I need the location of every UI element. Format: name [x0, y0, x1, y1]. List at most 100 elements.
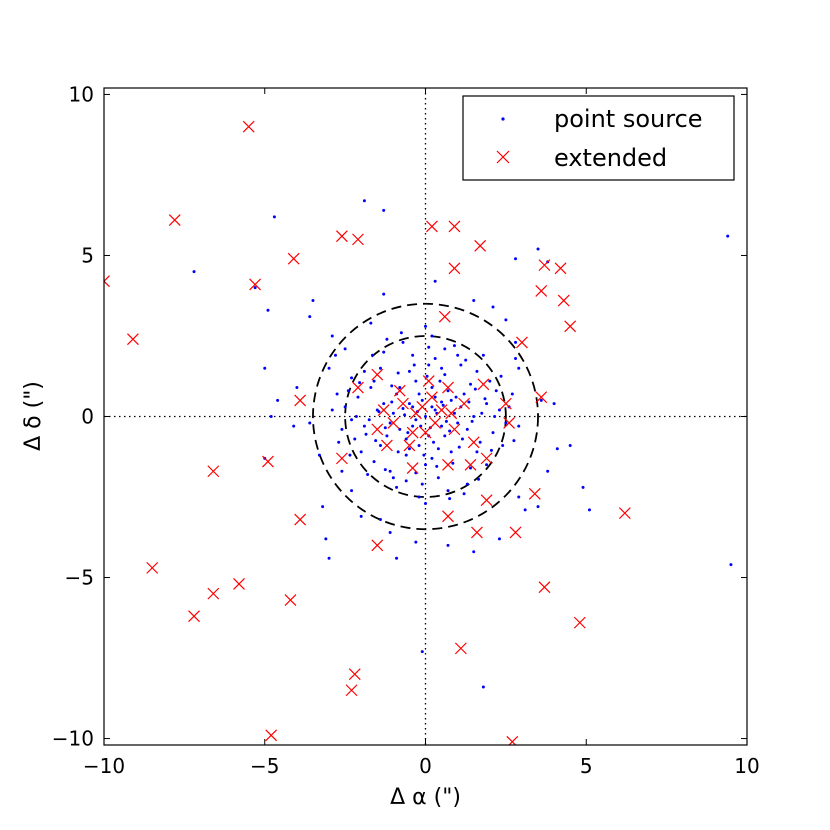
point-source-marker — [390, 400, 394, 404]
point-source-marker — [470, 419, 474, 423]
point-source-marker — [473, 387, 477, 391]
point-source-marker — [555, 447, 559, 451]
radius-circle-1 — [312, 302, 539, 531]
extended-marker — [442, 510, 454, 523]
point-source-marker — [192, 270, 196, 274]
point-source-marker — [491, 431, 495, 435]
point-source-marker — [424, 324, 427, 328]
extended-marker — [557, 294, 570, 307]
point-source-marker — [414, 379, 418, 383]
extended-marker — [387, 417, 400, 429]
point-source-marker — [433, 279, 437, 283]
point-source-marker — [454, 395, 458, 399]
point-source-marker — [337, 440, 341, 444]
point-source-marker — [378, 366, 382, 370]
point-source-marker — [346, 389, 350, 393]
point-source-marker — [497, 537, 501, 541]
extended-marker — [499, 397, 512, 410]
extended-marker — [445, 407, 458, 420]
point-source-marker — [425, 374, 429, 378]
point-source-marker — [481, 353, 485, 357]
point-source-marker — [430, 456, 434, 460]
extended-series — [104, 120, 631, 757]
point-source-marker — [523, 508, 527, 512]
point-source-marker — [456, 421, 460, 425]
point-source-marker — [422, 453, 426, 457]
extended-marker — [352, 746, 363, 757]
point-source-marker — [407, 447, 411, 451]
extended-marker — [348, 668, 361, 681]
x-axis-ticks: −10 −5 0 5 10 — [83, 88, 760, 778]
point-source-marker — [435, 464, 439, 468]
y-axis-label: Δ δ (") — [21, 381, 46, 451]
legend-label-extended: extended — [554, 144, 667, 172]
point-source-marker — [335, 392, 339, 396]
point-source-marker — [317, 453, 321, 457]
point-source-marker — [327, 556, 331, 560]
point-source-marker — [427, 363, 431, 367]
point-source-marker — [587, 508, 591, 512]
point-source-marker — [459, 363, 463, 367]
point-source-marker — [385, 434, 389, 438]
extended-marker — [406, 462, 419, 474]
point-source-marker — [370, 353, 374, 357]
point-source-marker — [343, 405, 347, 409]
x-tick-label: −10 — [83, 754, 125, 778]
point-source-marker — [443, 347, 447, 351]
extended-marker — [371, 539, 384, 552]
point-source-marker — [568, 443, 572, 447]
point-source-marker — [504, 421, 508, 425]
extended-marker — [416, 400, 429, 413]
point-source-marker — [581, 485, 585, 489]
point-source-marker — [417, 443, 421, 447]
point-source-series — [192, 199, 733, 689]
extended-marker — [618, 507, 631, 520]
point-source-marker — [478, 440, 482, 444]
point-source-marker — [356, 395, 360, 399]
extended-marker — [287, 252, 300, 265]
x-axis-label: Δ α (") — [390, 785, 461, 810]
point-source-marker — [420, 650, 424, 654]
extended-marker — [265, 729, 278, 742]
extended-marker — [454, 642, 467, 655]
point-source-marker — [510, 392, 514, 396]
point-source-marker — [446, 543, 450, 547]
extended-marker — [464, 458, 477, 471]
point-source-marker — [424, 415, 427, 418]
point-source-marker — [269, 415, 273, 418]
point-source-marker — [401, 340, 405, 344]
point-source-marker — [391, 476, 395, 480]
point-source-marker — [517, 366, 521, 370]
point-source-marker — [480, 411, 484, 415]
point-source-marker — [514, 257, 518, 261]
point-source-marker — [430, 334, 434, 338]
extended-marker — [474, 239, 487, 252]
point-source-marker — [552, 402, 556, 406]
point-source-marker — [343, 347, 347, 351]
point-source-marker — [448, 497, 452, 501]
point-source-marker — [729, 563, 733, 567]
point-source-marker — [485, 402, 489, 406]
point-source-marker — [308, 421, 312, 425]
point-source-marker — [362, 369, 366, 373]
point-source-marker — [369, 321, 373, 325]
extended-marker — [371, 423, 384, 436]
point-source-marker — [430, 386, 434, 390]
point-source-marker — [411, 424, 415, 428]
point-source-marker — [321, 505, 325, 509]
point-source-marker — [358, 381, 362, 385]
point-source-marker — [407, 402, 411, 406]
extended-marker — [480, 452, 493, 465]
extended-marker — [554, 262, 567, 275]
legend-marker-extended — [496, 150, 510, 164]
extended-marker — [538, 581, 551, 594]
extended-marker — [564, 320, 577, 333]
point-source-marker — [311, 299, 315, 303]
extended-marker — [471, 526, 483, 539]
point-source-marker — [424, 501, 427, 505]
extended-marker — [207, 465, 220, 478]
point-source-marker — [475, 369, 479, 373]
point-source-marker — [494, 389, 498, 393]
point-source-marker — [451, 461, 455, 465]
point-source-marker — [350, 489, 354, 493]
